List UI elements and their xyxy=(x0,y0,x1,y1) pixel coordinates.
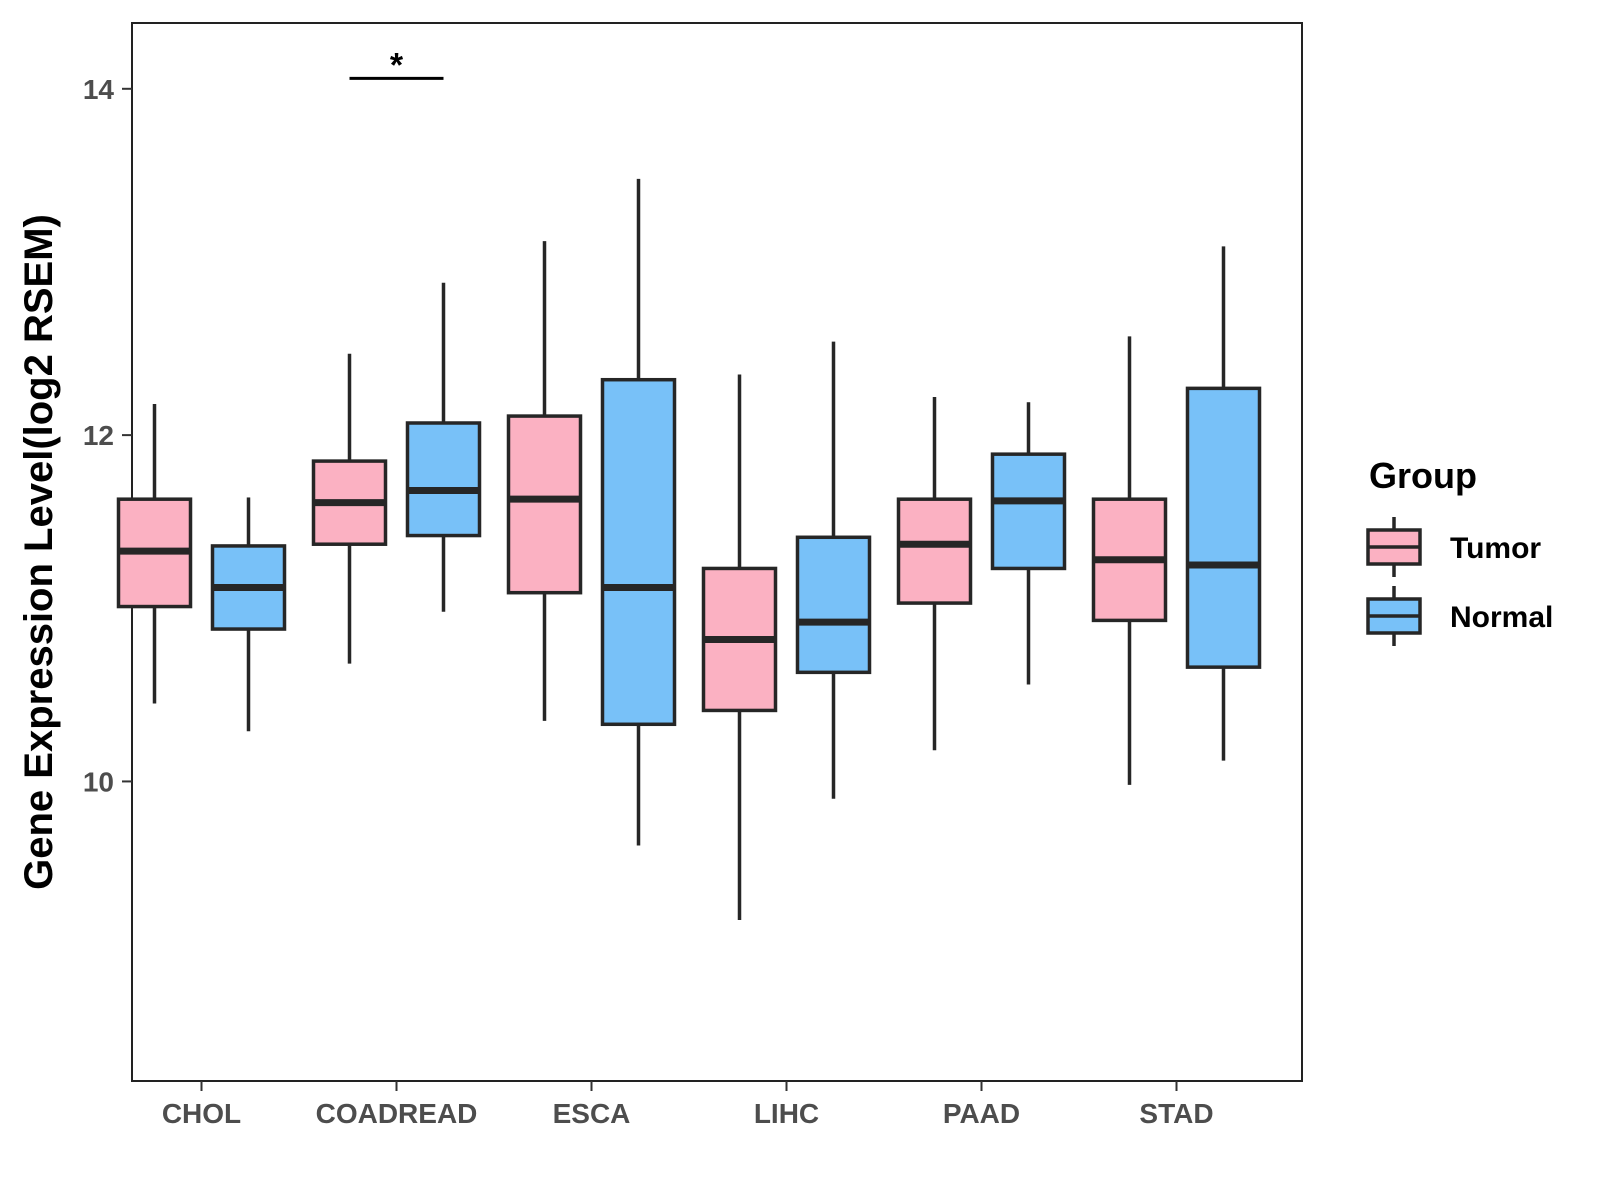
legend: Group Tumor Normal xyxy=(1366,455,1553,646)
annotations-layer: * xyxy=(349,46,444,84)
x-tick-label: STAD xyxy=(1139,1098,1213,1129)
x-tick-label: LIHC xyxy=(754,1098,819,1129)
box-iqr xyxy=(405,421,482,538)
y-tick-label: 10 xyxy=(83,766,114,797)
x-tick-label: CHOL xyxy=(162,1098,241,1129)
normal-box-esca xyxy=(600,178,677,846)
normal-box-stad xyxy=(1185,246,1262,761)
legend-label-tumor: Tumor xyxy=(1450,532,1541,565)
tumor-box-lihc xyxy=(701,374,778,920)
normal-box-chol xyxy=(210,497,287,732)
box-iqr xyxy=(1185,386,1262,669)
box-iqr xyxy=(506,414,583,595)
box-iqr xyxy=(990,452,1067,571)
y-tick-label: 14 xyxy=(83,74,115,105)
tumor-box-esca xyxy=(506,241,583,721)
significance-label: * xyxy=(390,46,404,84)
boxes-layer xyxy=(116,178,1262,920)
x-axis: CHOL COADREAD ESCA LIHC PAAD STAD xyxy=(162,1081,1214,1129)
x-tick-label: PAAD xyxy=(943,1098,1020,1129)
box-iqr xyxy=(600,377,677,727)
tumor-box-stad xyxy=(1091,336,1168,785)
tumor-box-coadread xyxy=(311,353,388,664)
normal-box-coadread xyxy=(405,282,482,612)
y-tick-label: 12 xyxy=(83,420,114,451)
box-iqr xyxy=(896,497,973,605)
tumor-box-paad xyxy=(896,397,973,751)
box-iqr xyxy=(795,535,872,675)
y-axis: 10 12 14 xyxy=(83,74,132,797)
legend-title: Group xyxy=(1369,455,1477,496)
normal-box-paad xyxy=(990,402,1067,685)
normal-box-lihc xyxy=(795,341,872,799)
x-tick-label: COADREAD xyxy=(316,1098,478,1129)
legend-label-normal: Normal xyxy=(1450,601,1553,634)
y-axis-title: Gene Expression Level(log2 RSEM) xyxy=(17,214,61,890)
tumor-box-chol xyxy=(116,403,193,704)
x-tick-label: ESCA xyxy=(553,1098,631,1129)
